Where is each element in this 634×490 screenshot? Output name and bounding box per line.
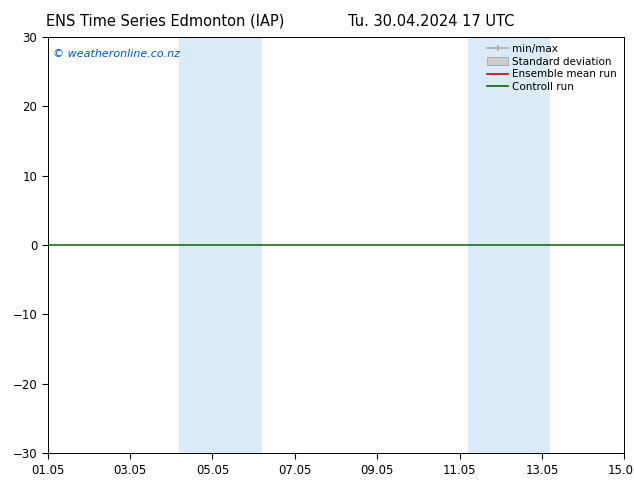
Text: Tu. 30.04.2024 17 UTC: Tu. 30.04.2024 17 UTC	[348, 14, 514, 29]
Text: © weatheronline.co.nz: © weatheronline.co.nz	[53, 49, 180, 59]
Text: ENS Time Series Edmonton (IAP): ENS Time Series Edmonton (IAP)	[46, 14, 284, 29]
Bar	[179, 37, 262, 453]
Bar	[468, 37, 550, 453]
Legend: min/max, Standard deviation, Ensemble mean run, Controll run: min/max, Standard deviation, Ensemble me…	[486, 42, 619, 94]
